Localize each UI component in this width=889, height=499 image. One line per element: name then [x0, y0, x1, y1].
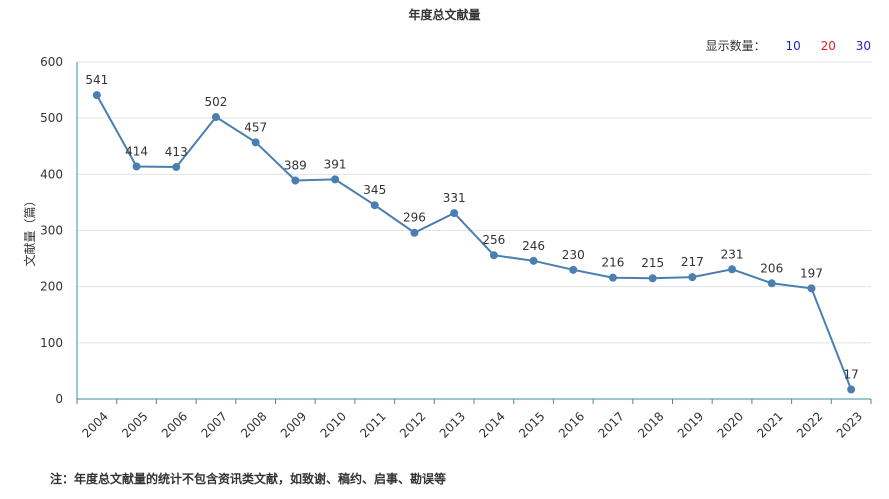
y-tick-label: 0 — [55, 392, 63, 406]
display-count-option-30[interactable]: 30 — [855, 39, 871, 53]
data-label: 413 — [165, 145, 188, 159]
data-point — [767, 279, 776, 288]
data-point — [847, 385, 856, 394]
y-tick-label: 200 — [40, 280, 63, 294]
y-tick-label: 600 — [40, 55, 63, 69]
x-tick-label: 2015 — [516, 409, 547, 440]
data-label: 345 — [363, 183, 386, 197]
data-label: 256 — [482, 233, 505, 247]
data-label: 457 — [244, 120, 267, 134]
data-label: 215 — [641, 256, 664, 270]
data-point — [331, 175, 340, 184]
data-label: 541 — [85, 73, 108, 87]
x-tick-label: 2012 — [397, 409, 428, 440]
data-label: 197 — [800, 266, 823, 280]
data-label: 230 — [562, 248, 585, 262]
data-point — [489, 251, 498, 260]
x-tick-label: 2008 — [238, 409, 269, 440]
data-point — [370, 201, 379, 210]
x-tick-label: 2014 — [476, 409, 507, 440]
x-tick-label: 2016 — [556, 409, 587, 440]
data-label: 391 — [324, 157, 347, 171]
data-point — [688, 273, 697, 282]
x-tick-label: 2007 — [199, 409, 230, 440]
x-tick-label: 2019 — [675, 409, 706, 440]
data-point — [172, 163, 181, 172]
display-count-option-20[interactable]: 20 — [820, 39, 836, 53]
data-label: 216 — [601, 256, 624, 270]
x-tick-label: 2023 — [834, 409, 865, 440]
data-point — [807, 284, 816, 293]
x-tick-label: 2013 — [437, 409, 468, 440]
data-label: 206 — [760, 261, 783, 275]
data-label: 17 — [844, 367, 859, 381]
data-point — [608, 273, 617, 282]
x-tick-label: 2010 — [318, 409, 349, 440]
x-tick-label: 2006 — [159, 409, 190, 440]
chart-title: 年度总文献量 — [408, 8, 481, 22]
x-tick-label: 2020 — [715, 409, 746, 440]
data-point — [529, 256, 538, 265]
data-label: 414 — [125, 144, 148, 158]
data-point — [251, 138, 260, 147]
x-tick-label: 2004 — [79, 409, 110, 440]
y-tick-label: 500 — [40, 111, 63, 125]
data-label: 231 — [721, 247, 744, 261]
data-point — [410, 228, 419, 237]
data-label: 502 — [204, 95, 227, 109]
x-tick-label: 2018 — [635, 409, 666, 440]
data-label: 331 — [443, 191, 466, 205]
data-point — [211, 113, 220, 122]
x-tick-label: 2009 — [278, 409, 309, 440]
y-axis-title: 文献量（篇） — [22, 194, 37, 266]
footnote: 注：年度总文献量的统计不包含资讯类文献，如致谢、稿约、启事、勘误等 — [50, 472, 447, 486]
x-tick-label: 2017 — [596, 409, 627, 440]
data-point — [450, 209, 459, 218]
data-label: 296 — [403, 211, 426, 225]
x-tick-label: 2022 — [794, 409, 825, 440]
data-point — [132, 162, 141, 171]
display-count-option-10[interactable]: 10 — [785, 39, 801, 53]
series-line — [95, 94, 853, 390]
y-tick-label: 400 — [40, 167, 63, 181]
data-point — [728, 265, 737, 274]
data-label: 246 — [522, 239, 545, 253]
data-point — [648, 274, 657, 283]
display-count-label: 显示数量： — [705, 39, 766, 53]
x-tick-label: 2011 — [357, 409, 388, 440]
display-count-switch: 显示数量： 10 20 30 — [706, 37, 871, 54]
data-point — [92, 91, 101, 100]
x-tick-label: 2021 — [754, 409, 785, 440]
data-label: 217 — [681, 255, 704, 269]
y-tick-label: 300 — [40, 224, 63, 238]
x-tick-label: 2005 — [119, 409, 150, 440]
data-label: 389 — [284, 159, 307, 173]
y-tick-label: 100 — [40, 336, 63, 350]
data-point — [291, 176, 300, 185]
data-point — [569, 265, 578, 274]
